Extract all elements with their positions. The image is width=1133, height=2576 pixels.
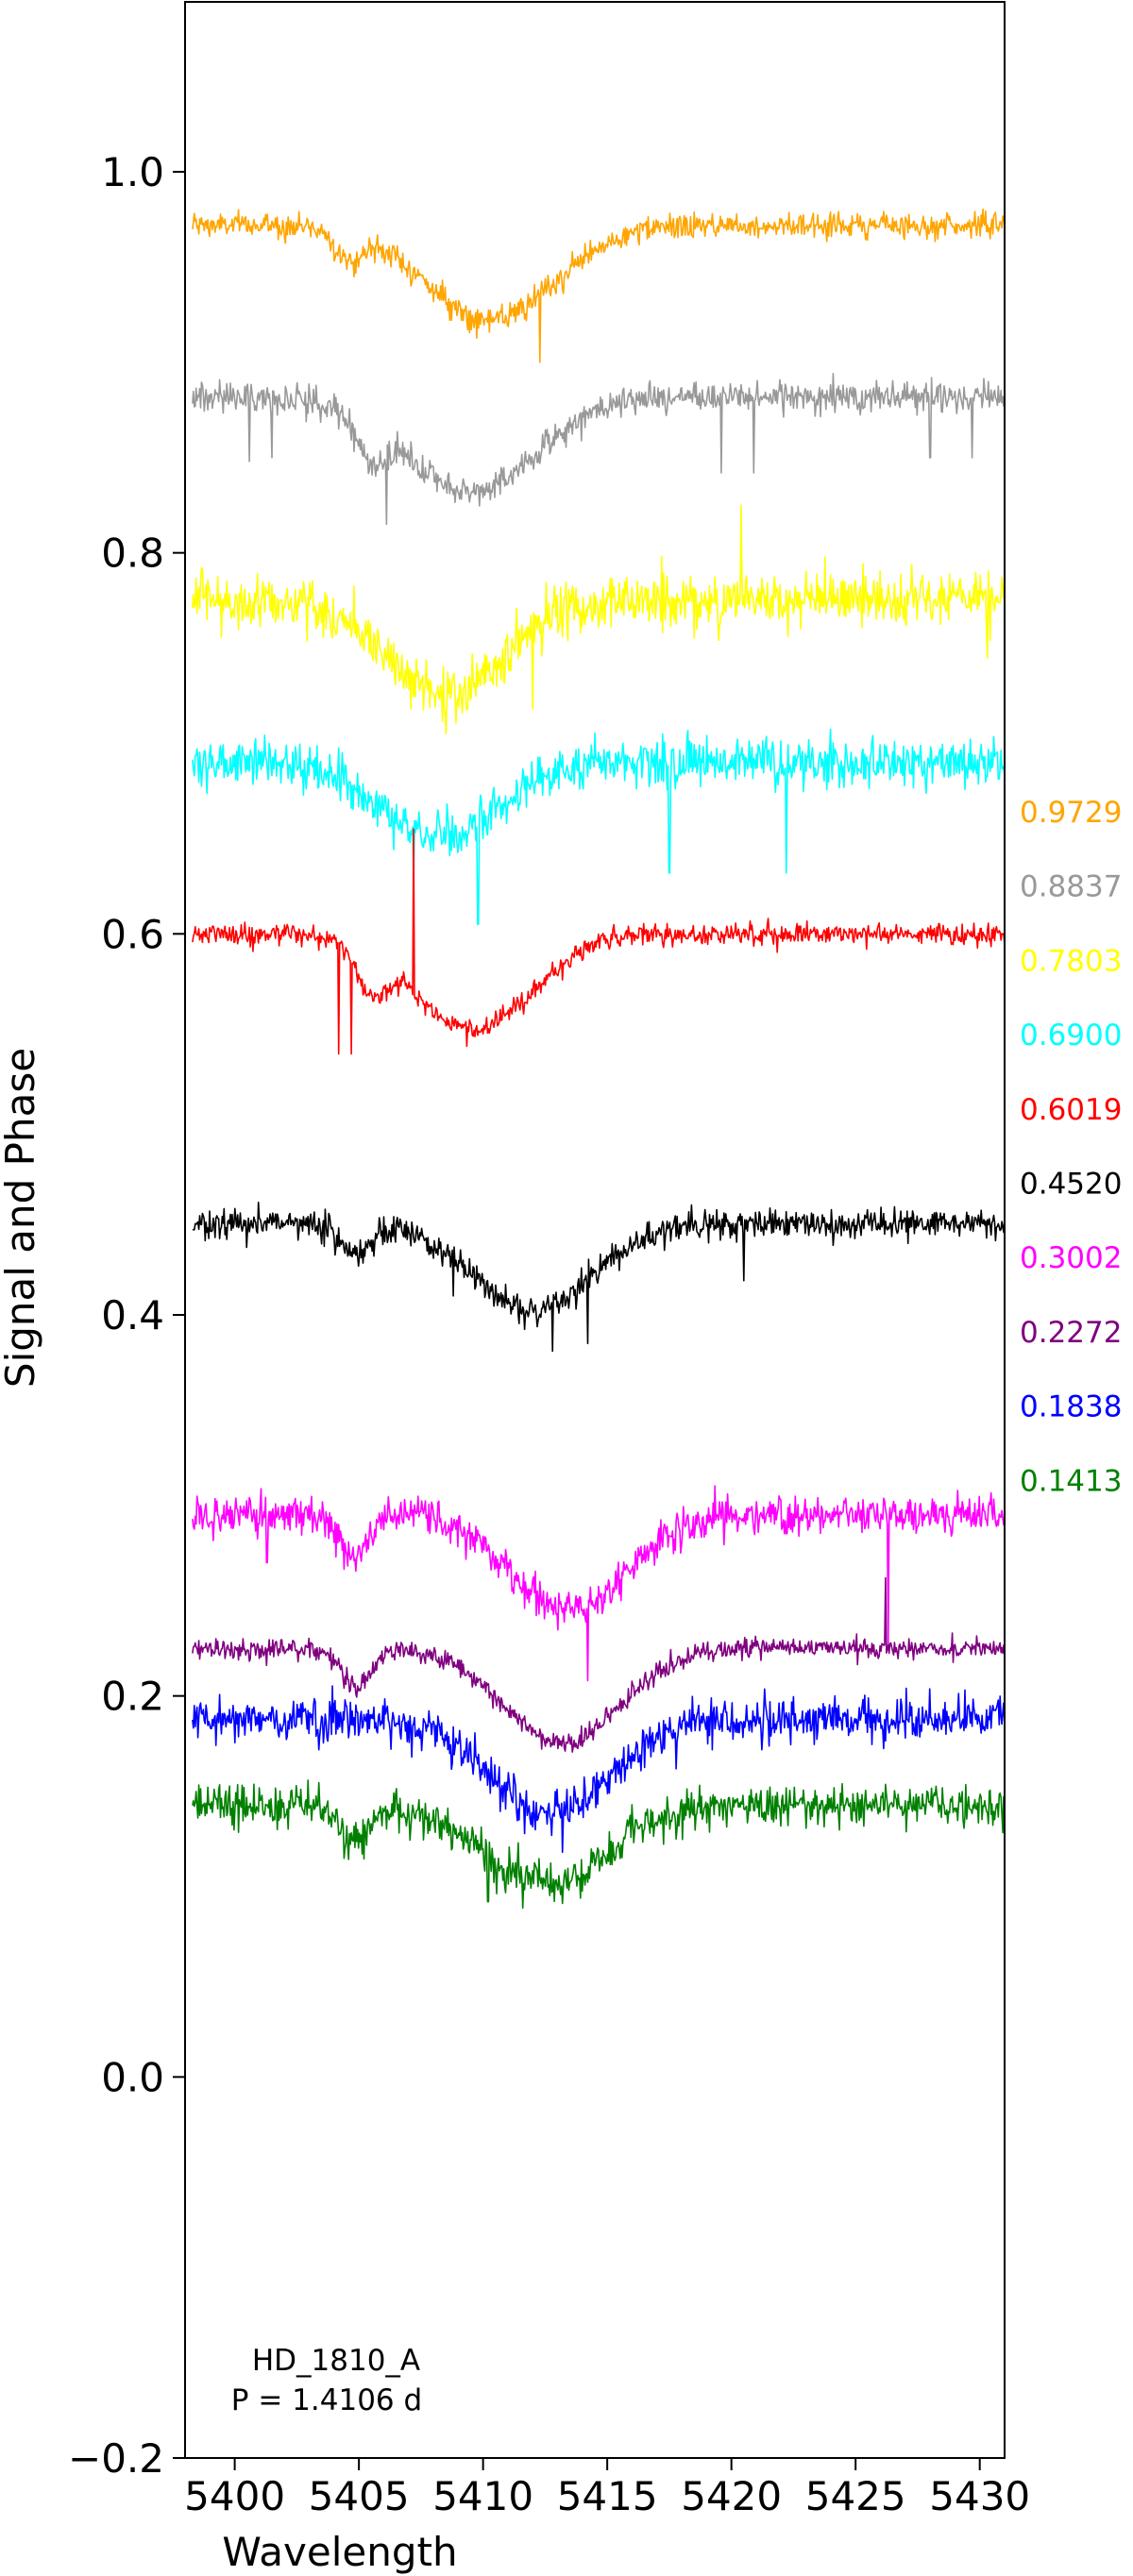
spectrum-line-0.9729 [192, 208, 1006, 363]
x-tick-label: 5400 [184, 2473, 285, 2519]
spectra-traces [192, 208, 1006, 1910]
phase-label: 0.6900 [1020, 1019, 1122, 1052]
plot-frame [184, 1, 1006, 2459]
phase-label: 0.1838 [1020, 1390, 1122, 1424]
phase-label: 0.6019 [1020, 1093, 1122, 1127]
phase-label: 0.9729 [1020, 796, 1122, 830]
y-axis: −0.2 0.0 0.2 0.4 0.6 0.8 1.0 [68, 149, 185, 2482]
phase-label: 0.8837 [1020, 870, 1122, 904]
y-tick-label: 0.4 [101, 1292, 164, 1339]
spectrum-line-0.4520 [192, 1202, 1006, 1353]
x-tick-label: 5410 [432, 2473, 533, 2519]
y-tick-label: 0.6 [101, 911, 164, 957]
phase-label: 0.7803 [1020, 944, 1122, 978]
spectrum-line-0.1413 [192, 1779, 1006, 1910]
spectrum-line-0.8837 [192, 373, 1006, 526]
x-axis-label: Wavelength [222, 2529, 457, 2575]
spectrum-line-0.1838 [192, 1685, 1006, 1853]
spectrum-line-0.6900 [192, 728, 1006, 925]
spectrum-line-0.6019 [192, 828, 1006, 1055]
y-tick-label: 1.0 [101, 149, 164, 195]
x-tick-label: 5415 [557, 2473, 658, 2519]
spectrum-line-0.2272 [192, 1576, 1006, 1753]
x-axis: 5400 5405 5410 5415 5420 5425 5430 [184, 2458, 1030, 2519]
x-tick-label: 5425 [805, 2473, 906, 2519]
phase-label: 0.4520 [1020, 1168, 1122, 1202]
y-tick-label: 0.8 [101, 530, 164, 577]
y-tick-label: 0.0 [101, 2054, 164, 2100]
phase-label: 0.2272 [1020, 1316, 1122, 1350]
phase-labels: 0.9729 0.8837 0.7803 0.6900 0.6019 0.4520 0.30… [1020, 796, 1122, 1498]
annotation-period: P = 1.4106 d [231, 2383, 422, 2417]
y-tick-label: 0.2 [101, 1674, 164, 1720]
y-tick-label: −0.2 [68, 2435, 164, 2482]
phase-label: 0.1413 [1020, 1464, 1122, 1498]
spectrum-line-0.7803 [192, 504, 1006, 735]
x-tick-label: 5405 [309, 2473, 410, 2519]
spectrum-line-0.3002 [192, 1485, 1006, 1682]
annotation-star-name: HD_1810_A [252, 2344, 420, 2378]
x-tick-label: 5420 [681, 2473, 782, 2519]
phase-label: 0.3002 [1020, 1241, 1122, 1275]
x-tick-label: 5430 [929, 2473, 1030, 2519]
y-axis-label: Signal and Phase [0, 1048, 43, 1388]
